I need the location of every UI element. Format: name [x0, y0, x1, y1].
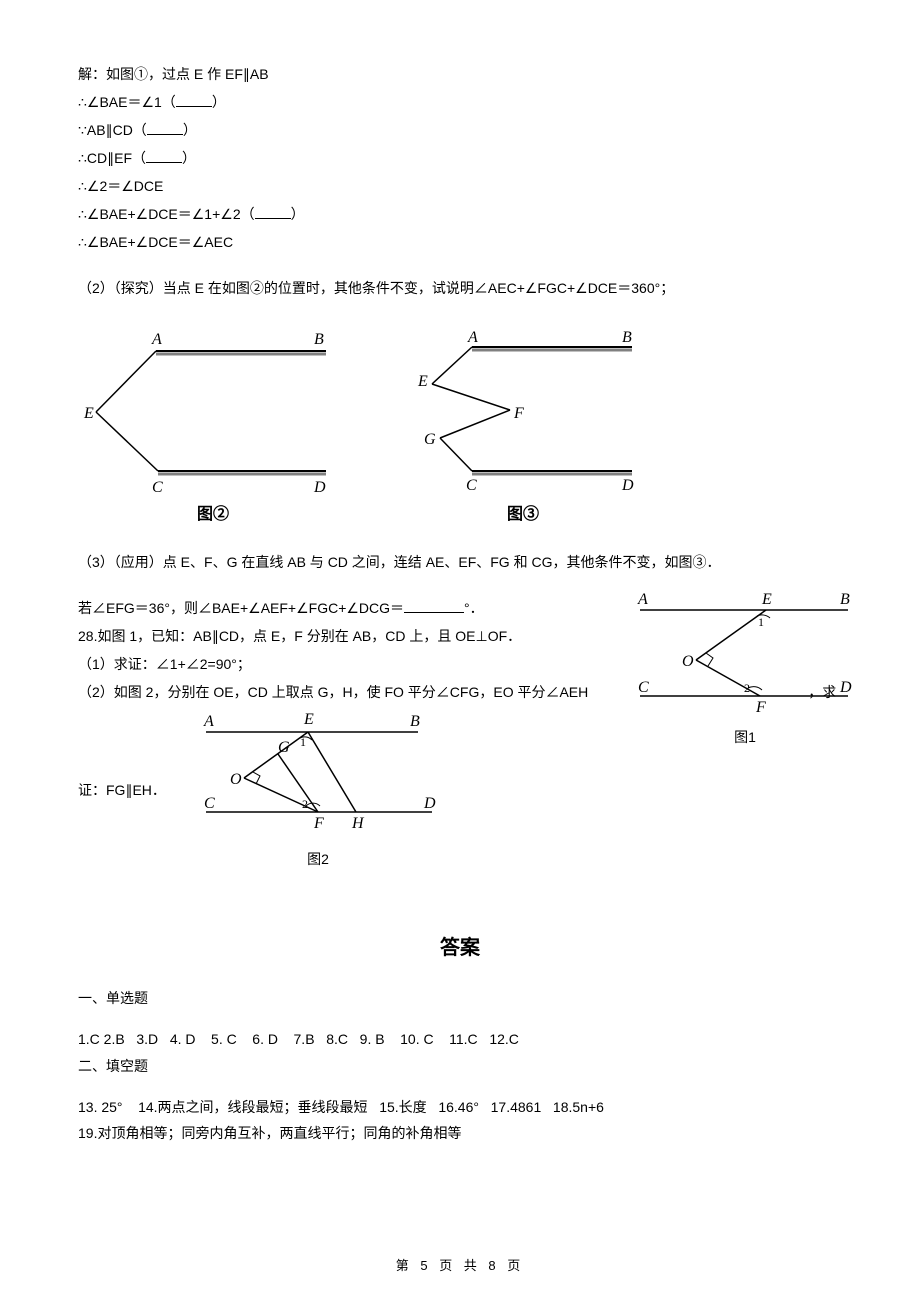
label-E: E: [303, 711, 314, 728]
q28-figure-2: A E B G O C F H D 1 2 图2: [188, 710, 448, 869]
label-C: C: [466, 477, 477, 494]
label-B: B: [314, 331, 324, 348]
label-1: 1: [758, 615, 764, 629]
answers-fill-a: 13. 25° 14.两点之间，线段最短；垂线段最短 15.长度 16.46° …: [78, 1094, 842, 1120]
t: ）: [182, 150, 196, 166]
proof-line-5: ∴∠2＝∠DCE: [78, 172, 842, 200]
figure-2-svg: A B E C D: [78, 326, 348, 496]
t: °．: [464, 600, 484, 616]
label-H: H: [351, 815, 365, 832]
label-A: A: [637, 591, 648, 608]
proof-line-7: ∴∠BAE+∠DCE＝∠AEC: [78, 228, 842, 256]
label-E: E: [761, 591, 772, 608]
label-D: D: [839, 679, 852, 696]
answers-title: 答案: [78, 931, 842, 960]
proof-line-3: ∵AB∥CD（ ）: [78, 116, 842, 144]
figure-2-caption: 图②: [197, 500, 229, 524]
label-D: D: [621, 477, 634, 494]
label-F: F: [755, 699, 766, 716]
blank-degrees: [404, 598, 464, 613]
label-2: 2: [302, 797, 308, 811]
figure-3: A B E F G C D 图③: [388, 326, 658, 524]
t: ∵AB∥CD（: [78, 122, 147, 138]
t: 若∠EFG＝36°，则∠BAE+∠AEF+∠FGC+∠DCG＝: [78, 600, 404, 616]
figure-2: A B E C D 图②: [78, 326, 348, 524]
part3-text: （3）（应用）点 E、F、G 在直线 AB 与 CD 之间，连结 AE、EF、F…: [78, 548, 842, 576]
label-B: B: [622, 329, 632, 346]
label-C: C: [152, 479, 163, 496]
part2-text: （2）（探究）当点 E 在如图②的位置时，其他条件不变，试说明∠AEC+∠FGC…: [78, 274, 842, 302]
q28-figure-2-svg: A E B G O C F H D 1 2: [188, 710, 448, 840]
label-D: D: [423, 795, 436, 812]
label-F: F: [513, 405, 524, 422]
label-A: A: [151, 331, 162, 348]
q28-figure-1: A E B O C F D 1 2 图1: [630, 588, 860, 747]
blank-2: [147, 120, 183, 135]
figure-3-svg: A B E F G C D: [388, 326, 658, 496]
q28-figure-2-caption: 图2: [188, 849, 448, 869]
proof-line-6: ∴∠BAE+∠DCE＝∠1+∠2（ ）: [78, 200, 842, 228]
label-B: B: [840, 591, 850, 608]
section-2-head: 二、填空题: [78, 1056, 842, 1076]
q28-figure-1-svg: A E B O C F D 1 2: [630, 588, 860, 718]
label-O: O: [682, 653, 694, 670]
q28-block: 若∠EFG＝36°，则∠BAE+∠AEF+∠FGC+∠DCG＝°． 28.如图 …: [78, 594, 842, 869]
figure-3-caption: 图③: [507, 500, 539, 524]
q28-line-4: 证：FG∥EH．: [78, 776, 188, 804]
label-D: D: [313, 479, 326, 496]
label-C: C: [204, 795, 215, 812]
blank-4: [255, 204, 291, 219]
proof-line-2: ∴∠BAE＝∠1（ ）: [78, 88, 842, 116]
answers-mc: 1.C 2.B 3.D 4. D 5. C 6. D 7.B 8.C 9. B …: [78, 1026, 842, 1052]
blank-1: [176, 92, 212, 107]
figures-row: A B E C D 图② A B: [78, 326, 842, 524]
t: ∴CD∥EF（: [78, 150, 146, 166]
label-C: C: [638, 679, 649, 696]
blank-3: [146, 148, 182, 163]
t: （2）如图 2，分别在 OE，CD 上取点 G，H，使 FO 平分∠CFG，EO…: [78, 684, 588, 700]
page-footer: 第 5 页 共 8 页: [0, 1255, 920, 1274]
proof-line-4: ∴CD∥EF（ ）: [78, 144, 842, 172]
t: ）: [183, 122, 197, 138]
page: 解：如图①，过点 E 作 EF∥AB ∴∠BAE＝∠1（ ） ∵AB∥CD（ ） ∴…: [0, 0, 920, 1302]
label-E: E: [417, 373, 428, 390]
answers-fill-b: 19.对顶角相等；同旁内角互补，两直线平行；同角的补角相等: [78, 1120, 842, 1146]
section-1-head: 一、单选题: [78, 988, 842, 1008]
label-E: E: [83, 405, 94, 422]
label-B: B: [410, 713, 420, 730]
label-A: A: [203, 713, 214, 730]
label-1: 1: [300, 735, 306, 749]
t: ）: [291, 206, 305, 222]
t: ）: [212, 94, 226, 110]
label-F: F: [313, 815, 324, 832]
t: ∴∠BAE+∠DCE＝∠1+∠2（: [78, 206, 255, 222]
t: ∴∠BAE＝∠1（: [78, 94, 176, 110]
label-2: 2: [744, 681, 750, 695]
q28-figure-1-caption: 图1: [630, 727, 860, 747]
label-O: O: [230, 771, 242, 788]
label-G: G: [424, 431, 436, 448]
proof-line-1: 解：如图①，过点 E 作 EF∥AB: [78, 60, 842, 88]
label-G: G: [278, 739, 290, 756]
label-A: A: [467, 329, 478, 346]
